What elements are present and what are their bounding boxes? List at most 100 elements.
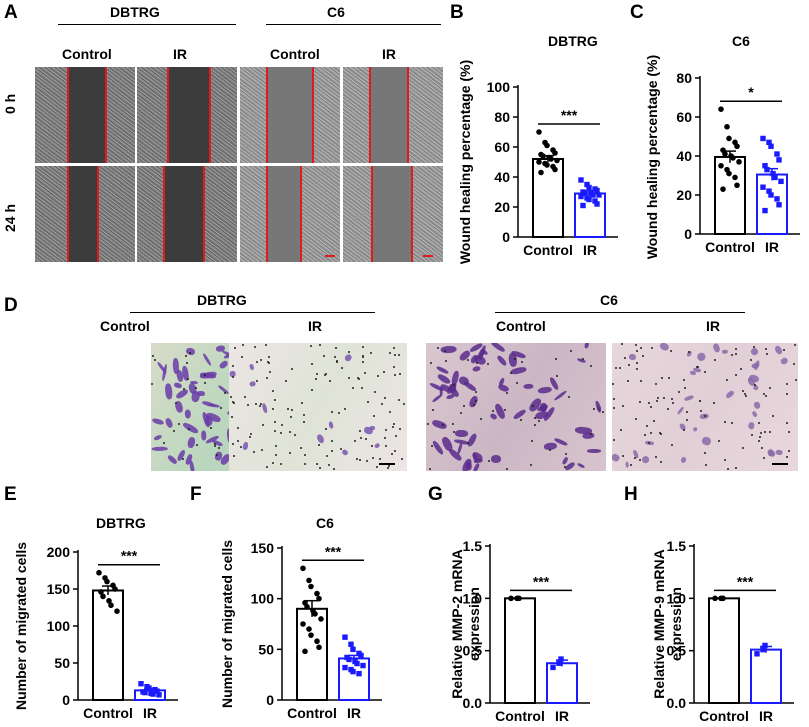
pore-dot xyxy=(268,355,271,358)
data-point xyxy=(138,681,144,687)
migrated-cell xyxy=(628,353,637,361)
bar-ir xyxy=(750,648,782,704)
data-point xyxy=(734,143,740,150)
pore-dot xyxy=(430,362,433,365)
pore-dot xyxy=(685,410,688,413)
y-axis-label-line: Relative MMP-9 mRNA xyxy=(651,549,667,698)
pore-dot xyxy=(639,347,642,350)
data-point xyxy=(154,688,160,694)
pore-dot xyxy=(735,467,738,470)
data-point xyxy=(342,634,348,640)
pore-dot xyxy=(379,457,382,460)
y-axis-label: Relative MMP-9 mRNAexpression xyxy=(651,549,684,698)
data-point xyxy=(594,187,600,194)
data-point xyxy=(316,595,322,602)
pore-dot xyxy=(437,346,440,349)
data-point xyxy=(152,686,158,693)
pore-dot xyxy=(612,382,615,385)
pore-dot xyxy=(431,445,434,448)
migrated-cell xyxy=(172,357,180,374)
pore-dot xyxy=(334,356,337,359)
pore-dot xyxy=(280,462,283,465)
data-point xyxy=(554,157,560,164)
pore-dot xyxy=(372,457,375,460)
data-point xyxy=(112,586,118,592)
micrograph-c6-control-24h xyxy=(240,166,340,262)
pore-dot xyxy=(785,392,788,395)
y-tick-label: 100 xyxy=(251,591,275,607)
pore-dot xyxy=(280,431,283,434)
migrated-cell xyxy=(315,433,326,445)
data-point xyxy=(346,656,352,663)
y-tick-label: 100 xyxy=(487,79,511,95)
y-tick-label: 60 xyxy=(676,109,692,125)
pore-dot xyxy=(318,344,321,347)
pore-dot xyxy=(479,418,482,421)
panel-d-label-ir-c6: IR xyxy=(706,318,720,334)
panel-letter-d: D xyxy=(4,295,18,316)
pore-dot xyxy=(654,456,657,459)
panel-letter-c: C xyxy=(630,2,644,23)
migrated-cell xyxy=(576,357,586,364)
data-point xyxy=(734,182,740,189)
x-tick-label: IR xyxy=(583,242,597,258)
pore-dot xyxy=(230,395,233,398)
data-point xyxy=(552,166,558,173)
data-point xyxy=(96,569,102,576)
pore-dot xyxy=(348,377,351,380)
pore-dot xyxy=(506,391,509,394)
pore-dot xyxy=(323,355,326,358)
data-point xyxy=(538,151,544,158)
x-tick-label: Control xyxy=(705,239,755,255)
pore-dot xyxy=(267,361,270,364)
pore-dot xyxy=(735,352,738,355)
pore-dot xyxy=(175,402,178,405)
pore-dot xyxy=(303,421,306,424)
pore-dot xyxy=(186,361,189,364)
migrated-cell xyxy=(362,425,374,435)
migrated-cell xyxy=(584,343,590,350)
data-point xyxy=(584,181,590,188)
x-tick-label: Control xyxy=(699,708,749,724)
migrated-cell xyxy=(374,442,381,449)
pore-dot xyxy=(302,414,305,417)
chart-f: F C6 Number of migrated cells 0 50 100 150 Cont… xyxy=(190,484,382,721)
pore-dot xyxy=(398,372,401,375)
data-point xyxy=(516,595,522,602)
data-point xyxy=(358,652,364,659)
scale-bar xyxy=(325,255,335,257)
pore-dot xyxy=(567,395,570,398)
migrated-cell xyxy=(196,390,206,397)
pore-dot xyxy=(768,431,771,434)
chart-c: C C6 Wound healing percentage (%) 0 20 40 60 80… xyxy=(630,2,800,259)
data-point xyxy=(540,153,546,159)
pore-dot xyxy=(636,368,639,371)
pore-dot xyxy=(361,386,364,389)
pore-dot xyxy=(473,404,476,407)
pore-dot xyxy=(432,409,435,412)
y-tick-label: 1.0 xyxy=(667,590,687,606)
pore-dot xyxy=(786,383,789,386)
y-tick-label: 20 xyxy=(676,187,692,203)
data-point xyxy=(718,595,724,602)
pore-dot xyxy=(318,467,321,470)
data-point xyxy=(762,642,768,649)
migrated-cell xyxy=(153,434,162,441)
migrated-cell xyxy=(211,438,223,448)
data-point xyxy=(718,106,724,112)
pore-dot xyxy=(643,433,646,436)
pore-dot xyxy=(315,463,318,466)
data-point xyxy=(764,166,770,173)
migrated-cell xyxy=(165,382,174,400)
data-point xyxy=(544,142,550,149)
data-point xyxy=(302,599,308,606)
pore-dot xyxy=(255,380,258,383)
pore-dot xyxy=(671,444,674,447)
data-point xyxy=(774,196,780,202)
pore-dot xyxy=(364,438,367,441)
data-point xyxy=(726,135,732,142)
data-point xyxy=(318,616,324,622)
data-point xyxy=(148,690,154,697)
pore-dot xyxy=(358,430,361,433)
